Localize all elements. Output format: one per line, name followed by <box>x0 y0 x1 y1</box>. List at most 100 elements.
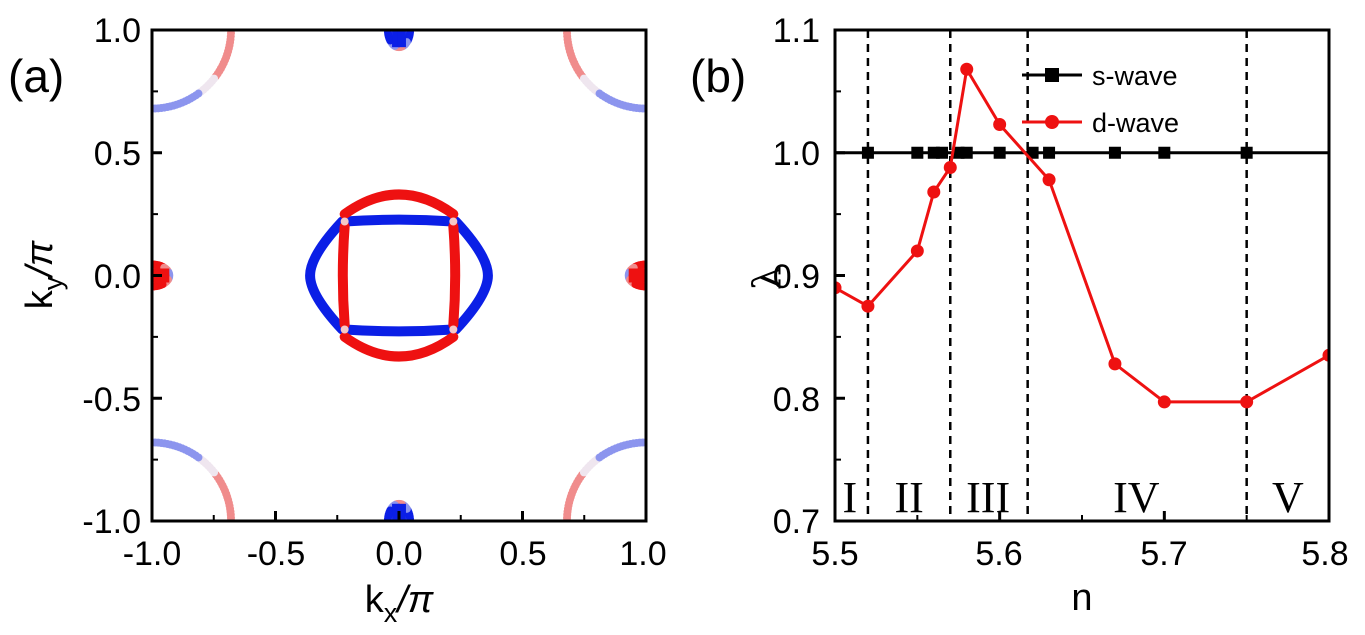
pocket-point <box>218 272 226 280</box>
pocket-point <box>226 272 234 280</box>
pocket-point <box>598 272 606 280</box>
pocket-point <box>210 272 218 280</box>
pocket-point <box>586 272 594 280</box>
pocket-point <box>615 272 623 280</box>
pocket-point <box>181 272 189 280</box>
pocket-point <box>564 272 572 280</box>
pocket-point <box>573 272 581 280</box>
point-s-wave <box>993 146 1006 159</box>
b-xtick-3: 5.7 <box>1140 535 1187 573</box>
pocket-point <box>223 272 231 280</box>
pocket-point <box>214 272 222 280</box>
gamma-junction <box>449 217 458 226</box>
point-s-wave <box>960 146 973 159</box>
pocket-point <box>606 272 614 280</box>
gamma-junction <box>340 325 349 334</box>
pocket-point <box>567 272 575 280</box>
pocket-point <box>227 272 235 280</box>
region-labels: I II III IV V <box>842 473 1303 522</box>
point-d-wave <box>1322 348 1329 362</box>
b-xtick-4: 5.8 <box>1301 535 1348 573</box>
pocket-point <box>226 272 234 280</box>
pocket-point <box>204 272 212 280</box>
series-line-d-wave <box>835 65 1329 404</box>
legend-label-s-wave: s-wave <box>1092 61 1178 91</box>
pocket-point <box>224 272 232 280</box>
pocket-point <box>189 272 197 280</box>
pocket-point <box>596 272 604 280</box>
pocket-point <box>223 272 231 280</box>
region-label: I <box>842 473 857 522</box>
a-xaxis-title: kx/π <box>365 579 435 628</box>
pocket-point <box>224 272 232 280</box>
b-ytick-5: 0.7 <box>773 503 820 541</box>
panel-a: (a) 1.0 0.5 0.0 -0.5 -1.0 -1.0 -0.5 0.0 … <box>8 12 667 628</box>
legend: s-wave d-wave <box>1022 61 1179 138</box>
a-ytick-2: 0.5 <box>94 135 141 173</box>
panel-b-label: (b) <box>690 50 746 102</box>
gamma-blue-right <box>450 216 493 335</box>
point-s-wave <box>861 146 874 159</box>
pocket-point <box>565 272 573 280</box>
b-ytick-2: 1.0 <box>773 135 820 173</box>
pocket-point <box>591 272 599 280</box>
pocket-point <box>175 272 183 280</box>
pocket-point <box>217 272 225 280</box>
pocket-point <box>204 272 212 280</box>
pocket-point <box>572 272 580 280</box>
pocket-point <box>563 272 571 280</box>
pocket-point <box>576 272 584 280</box>
pocket-point <box>226 272 234 280</box>
pocket-point <box>563 272 571 280</box>
point-s-wave <box>1158 146 1171 159</box>
pocket-point <box>227 272 235 280</box>
gamma-red-right <box>448 221 461 330</box>
pocket-point <box>588 272 596 280</box>
pocket-point <box>588 272 596 280</box>
a-ytick-3: 0.0 <box>94 258 141 296</box>
gamma-red-left <box>337 221 350 330</box>
region-label: V <box>1272 473 1304 522</box>
gamma-blue-left <box>305 216 348 335</box>
point-d-wave <box>861 299 875 313</box>
pocket-point <box>568 272 576 280</box>
pocket-point <box>563 272 571 280</box>
pocket-point <box>601 272 609 280</box>
pocket-point <box>606 272 614 280</box>
b-xaxis-title: n <box>1071 577 1092 619</box>
gamma-junction <box>340 217 349 226</box>
panel-a-plot-area <box>152 30 646 521</box>
pocket-point <box>564 272 572 280</box>
gamma-junction <box>449 325 458 334</box>
panel-a-label: (a) <box>8 50 64 102</box>
point-d-wave <box>1240 395 1254 409</box>
pocket-point <box>601 272 609 280</box>
region-label: III <box>966 473 1010 522</box>
b-ytick-4: 0.8 <box>773 381 820 419</box>
pocket-point <box>567 272 575 280</box>
pocket-point <box>212 272 220 280</box>
a-xtick-2: -0.5 <box>247 535 306 573</box>
pocket-point <box>227 272 235 280</box>
pocket-point <box>615 272 623 280</box>
a-xtick-4: 0.5 <box>499 535 546 573</box>
pocket-point <box>222 272 230 280</box>
pocket-point <box>609 272 617 280</box>
legend-marker-s-wave <box>1045 68 1059 82</box>
pocket-point <box>202 272 210 280</box>
legend-label-d-wave: d-wave <box>1092 108 1179 138</box>
panel-b-ticks <box>833 28 1331 523</box>
panel-a-frame <box>150 28 648 523</box>
pocket-point <box>566 272 574 280</box>
b-xtick-2: 5.6 <box>975 535 1022 573</box>
pocket-point <box>187 272 195 280</box>
gamma-red-bottom <box>339 331 459 362</box>
pocket-point <box>218 272 226 280</box>
pocket-point <box>618 272 626 280</box>
a-ytick-1: 1.0 <box>94 12 141 50</box>
pocket-point <box>189 272 197 280</box>
pocket-point <box>194 272 202 280</box>
pocket-point <box>565 272 573 280</box>
b-yaxis-title: λ <box>745 266 789 290</box>
